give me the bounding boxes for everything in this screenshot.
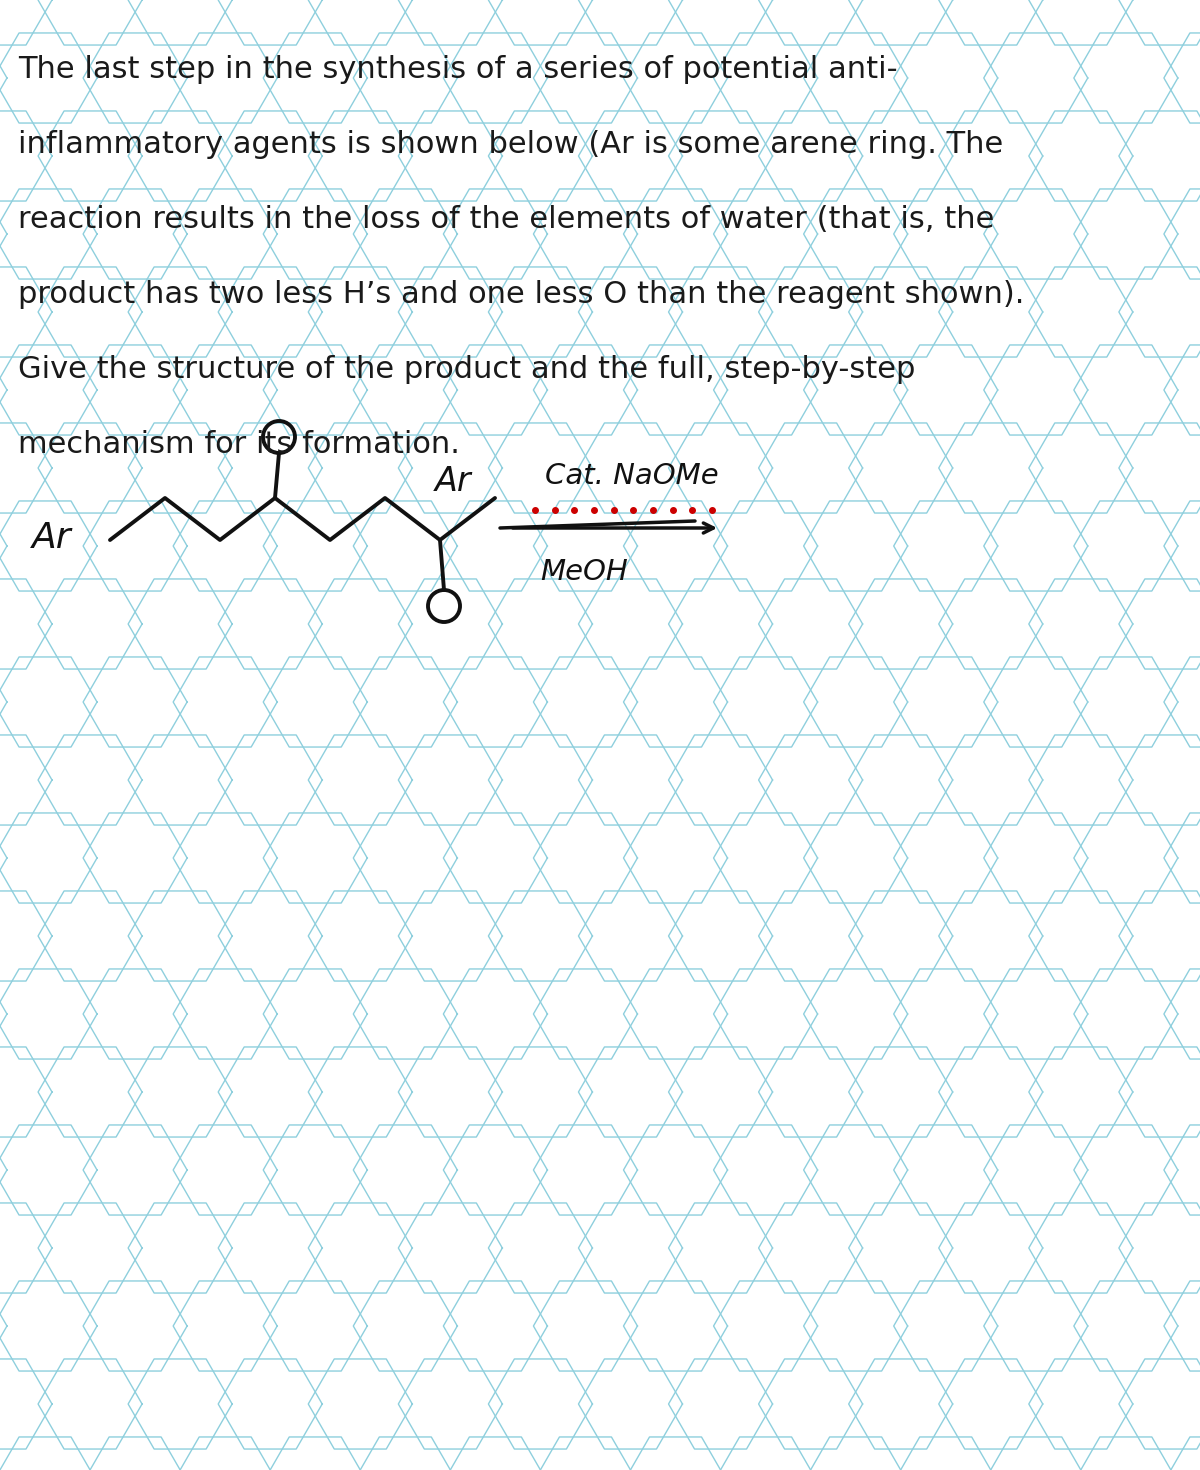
Text: Give the structure of the product and the full, step-by-step: Give the structure of the product and th… bbox=[18, 354, 916, 384]
Text: product has two less H’s and one less O than the reagent shown).: product has two less H’s and one less O … bbox=[18, 279, 1025, 309]
Text: The last step in the synthesis of a series of potential anti-: The last step in the synthesis of a seri… bbox=[18, 54, 898, 84]
Text: reaction results in the loss of the elements of water (that is, the: reaction results in the loss of the elem… bbox=[18, 204, 995, 234]
Text: Ar: Ar bbox=[32, 520, 72, 556]
Text: mechanism for its formation.: mechanism for its formation. bbox=[18, 431, 460, 459]
Text: Cat. NaOMe: Cat. NaOMe bbox=[545, 462, 719, 490]
Text: Ar: Ar bbox=[436, 465, 472, 498]
Text: inflammatory agents is shown below (Ar is some arene ring. The: inflammatory agents is shown below (Ar i… bbox=[18, 129, 1003, 159]
Text: MeOH: MeOH bbox=[540, 559, 628, 587]
